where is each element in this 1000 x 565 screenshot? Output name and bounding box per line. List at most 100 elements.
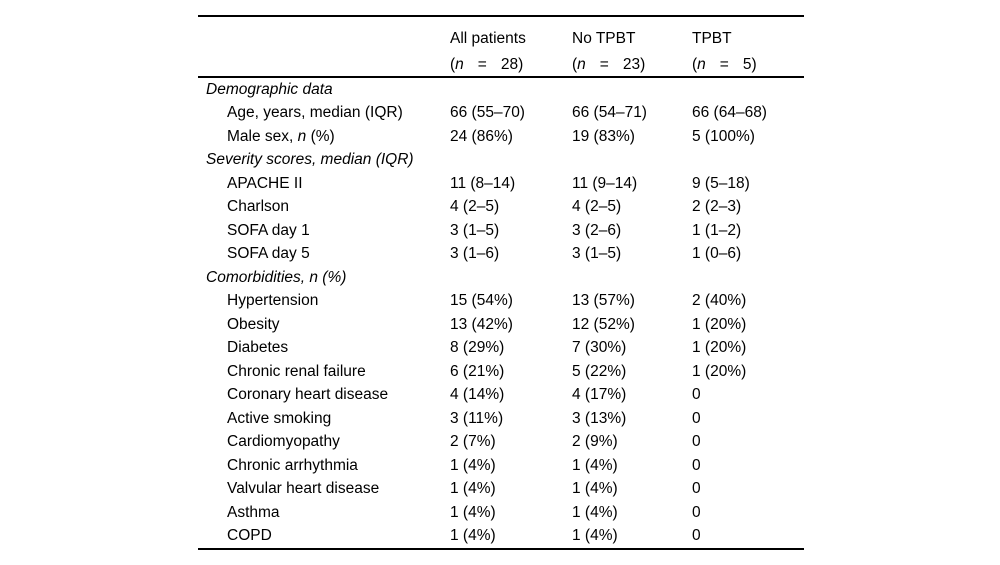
value-tpbt: 0 [692,527,701,545]
section-header: Comorbidities, n (%) [206,268,347,286]
value-no-tpbt: 12 (52%) [572,315,635,333]
header-empty-cell [198,17,450,76]
table-row: Diabetes 8 (29%) 7 (30%) 1 (20%) [198,337,804,361]
row-label: Cardiomyopathy [227,433,340,451]
value-all-patients: 4 (2–5) [450,198,500,216]
value-tpbt: 1 (1–2) [692,221,742,239]
table-row: Obesity 13 (42%) 12 (52%) 1 (20%) [198,313,804,337]
row-label-cell: Asthma [198,504,450,522]
row-label-cell: Coronary heart disease [198,386,450,404]
value-all-patients: 1 (4%) [450,480,496,498]
table-row: Chronic arrhythmia 1 (4%) 1 (4%) 0 [198,454,804,478]
table-row: Charlson 4 (2–5) 4 (2–5) 2 (2–3) [198,196,804,220]
row-label: Active smoking [227,409,332,427]
row-label: Charlson [227,198,290,216]
value-no-tpbt: 11 (9–14) [572,174,638,192]
table-row: Hypertension 15 (54%) 13 (57%) 2 (40%) [198,290,804,314]
value-no-tpbt: 1 (4%) [572,480,618,498]
value-tpbt: 1 (20%) [692,315,747,333]
value-no-tpbt: 2 (9%) [572,433,618,451]
column-n-count-no-tpbt: (n = 23) [572,55,646,73]
value-tpbt: 5 (100%) [692,127,755,145]
value-no-tpbt: 3 (1–5) [572,245,622,263]
value-no-tpbt: 1 (4%) [572,503,618,521]
row-label-cell: COPD [198,527,450,545]
row-label-cell: SOFA day 5 [198,245,450,263]
value-tpbt: 0 [692,480,701,498]
value-all-patients: 8 (29%) [450,339,505,357]
value-no-tpbt: 13 (57%) [572,292,635,310]
section-header-row: Comorbidities, n (%) [198,266,804,290]
table-body: Demographic data Age, years, median (IQR… [198,78,804,548]
table-row: SOFA day 1 3 (1–5) 3 (2–6) 1 (1–2) [198,219,804,243]
value-no-tpbt: 3 (2–6) [572,221,622,239]
table-row: APACHE II 11 (8–14) 11 (9–14) 9 (5–18) [198,172,804,196]
table-row: Asthma 1 (4%) 1 (4%) 0 [198,501,804,525]
value-no-tpbt: 7 (30%) [572,339,627,357]
row-label: Hypertension [227,292,319,310]
value-no-tpbt: 4 (2–5) [572,198,622,216]
value-tpbt: 9 (5–18) [692,174,750,192]
value-all-patients: 2 (7%) [450,433,496,451]
section-header: Demographic data [206,80,333,98]
value-tpbt: 0 [692,433,701,451]
table-row: SOFA day 5 3 (1–6) 3 (1–5) 1 (0–6) [198,243,804,267]
value-no-tpbt: 4 (17%) [572,386,627,404]
table-header-row: All patients (n = 28) No TPBT (n = 23) TPBT … [198,17,804,76]
value-all-patients: 3 (1–5) [450,221,500,239]
table-row: Active smoking 3 (11%) 3 (13%) 0 [198,407,804,431]
value-all-patients: 13 (42%) [450,315,513,333]
table-row: Chronic renal failure 6 (21%) 5 (22%) 1 … [198,360,804,384]
column-header-all-patients: All patients (n = 28) [450,17,572,76]
value-all-patients: 3 (1–6) [450,245,500,263]
row-label: Chronic renal failure [227,362,366,380]
section-header-row: Severity scores, median (IQR) [198,149,804,173]
row-label-cell: Demographic data [198,81,450,99]
row-label-cell: Male sex, n (%) [198,128,450,146]
table-row: Cardiomyopathy 2 (7%) 2 (9%) 0 [198,431,804,455]
value-tpbt: 0 [692,386,701,404]
row-label-cell: Cardiomyopathy [198,433,450,451]
row-label-cell: Age, years, median (IQR) [198,104,450,122]
row-label: Male sex, n (%) [227,127,335,145]
row-label-cell: APACHE II [198,175,450,193]
value-all-patients: 1 (4%) [450,456,496,474]
value-all-patients: 6 (21%) [450,362,505,380]
column-n-count-all-patients: (n = 28) [450,55,524,73]
value-all-patients: 1 (4%) [450,503,496,521]
row-label: Diabetes [227,339,289,357]
row-label: Age, years, median (IQR) [227,104,403,122]
value-tpbt: 66 (64–68) [692,104,767,122]
table-row: Coronary heart disease 4 (14%) 4 (17%) 0 [198,384,804,408]
table-bottom-rule [198,548,804,550]
row-label-cell: Charlson [198,198,450,216]
row-label: Obesity [227,315,280,333]
table-row: Male sex, n (%) 24 (86%) 19 (83%) 5 (100… [198,125,804,149]
column-header-no-tpbt: No TPBT (n = 23) [572,17,692,76]
row-label: APACHE II [227,174,303,192]
row-label: Asthma [227,503,280,521]
row-label: SOFA day 5 [227,245,310,263]
value-no-tpbt: 1 (4%) [572,456,618,474]
row-label: Chronic arrhythmia [227,456,358,474]
row-label: SOFA day 1 [227,221,310,239]
row-label: Coronary heart disease [227,386,389,404]
row-label-cell: Obesity [198,316,450,334]
column-header-tpbt: TPBT (n = 5) [692,17,804,76]
column-title-no-tpbt: No TPBT [572,29,636,47]
value-tpbt: 1 (20%) [692,362,747,380]
row-label-cell: Severity scores, median (IQR) [198,151,450,169]
column-title-tpbt: TPBT [692,29,732,47]
value-all-patients: 15 (54%) [450,292,513,310]
value-all-patients: 1 (4%) [450,527,496,545]
row-label-cell: Active smoking [198,410,450,428]
value-no-tpbt: 3 (13%) [572,409,627,427]
row-label-cell: SOFA day 1 [198,222,450,240]
value-tpbt: 2 (40%) [692,292,747,310]
value-tpbt: 1 (0–6) [692,245,742,263]
row-label-cell: Chronic arrhythmia [198,457,450,475]
row-label-cell: Valvular heart disease [198,480,450,498]
section-header-row: Demographic data [198,78,804,102]
row-label-cell: Chronic renal failure [198,363,450,381]
row-label: Valvular heart disease [227,480,380,498]
